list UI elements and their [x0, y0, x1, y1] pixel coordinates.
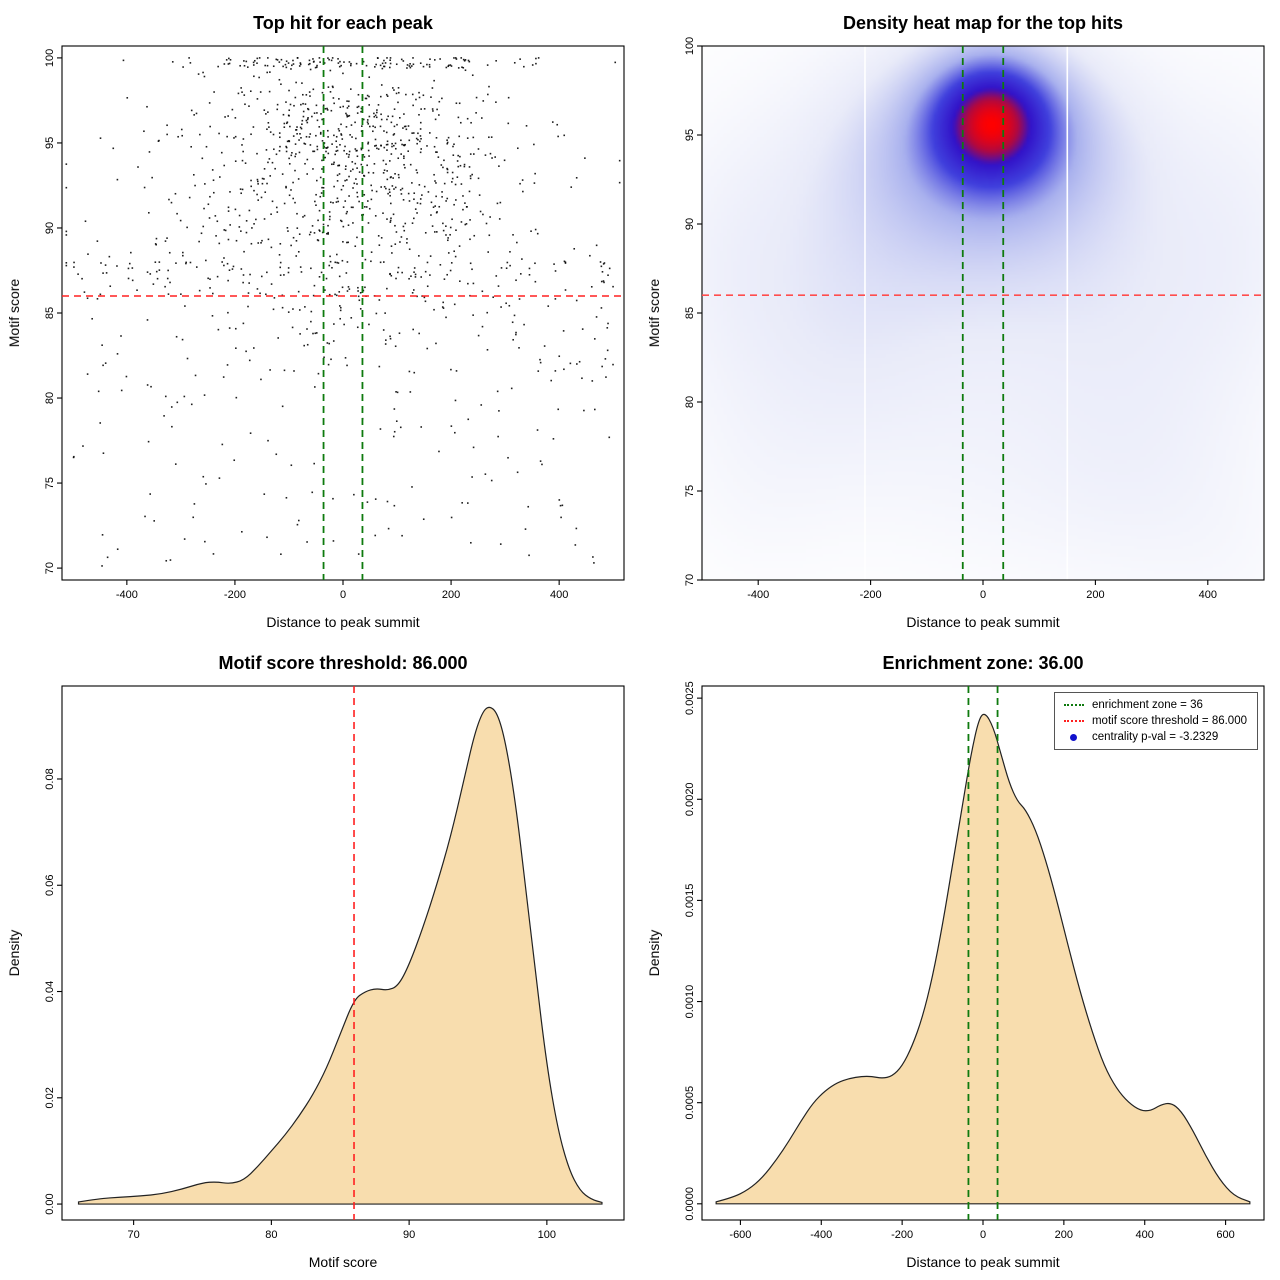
- dotted-line-icon: [1063, 700, 1085, 710]
- score-density-xlabel: Motif score: [308, 1254, 378, 1270]
- heatmap-ylabel: Motif score: [646, 278, 662, 348]
- heatmap-title: Density heat map for the top hits: [842, 13, 1124, 33]
- score-density-ylabel: Density: [6, 929, 22, 977]
- scatter-ylabel: Motif score: [6, 278, 22, 348]
- heatmap-canvas: [640, 0, 1280, 640]
- legend-label: enrichment zone = 36: [1091, 699, 1203, 711]
- legend-item-centrality-pval: centrality p-val = -3.2329: [1063, 731, 1247, 743]
- legend-label: centrality p-val = -3.2329: [1091, 731, 1219, 743]
- scatter-title: Top hit for each peak: [253, 13, 433, 33]
- dotted-line-icon: [1063, 716, 1085, 726]
- score-density-title: Motif score threshold: 86.000: [218, 653, 468, 673]
- legend-box: enrichment zone = 36 motif score thresho…: [1053, 692, 1258, 750]
- distance-density-panel: Enrichment zone: 36.00 Density Distance …: [640, 640, 1280, 1280]
- heatmap-panel: Density heat map for the top hits Motif …: [640, 0, 1280, 640]
- legend-label: motif score threshold = 86.000: [1091, 715, 1247, 727]
- distance-density-title: Enrichment zone: 36.00: [882, 653, 1084, 673]
- legend-item-score-threshold: motif score threshold = 86.000: [1063, 715, 1247, 727]
- scatter-panel: Top hit for each peak Motif score Distan…: [0, 0, 640, 640]
- score-density-panel: Motif score threshold: 86.000 Density Mo…: [0, 640, 640, 1280]
- heatmap-xlabel: Distance to peak summit: [906, 614, 1060, 630]
- scatter-xlabel: Distance to peak summit: [266, 614, 420, 630]
- distance-density-ylabel: Density: [646, 929, 662, 977]
- scatter-canvas: [0, 0, 640, 640]
- dot-icon: [1063, 732, 1085, 742]
- distance-density-xlabel: Distance to peak summit: [906, 1254, 1060, 1270]
- score-density-canvas: [0, 640, 640, 1280]
- legend-item-enrichment-zone: enrichment zone = 36: [1063, 699, 1247, 711]
